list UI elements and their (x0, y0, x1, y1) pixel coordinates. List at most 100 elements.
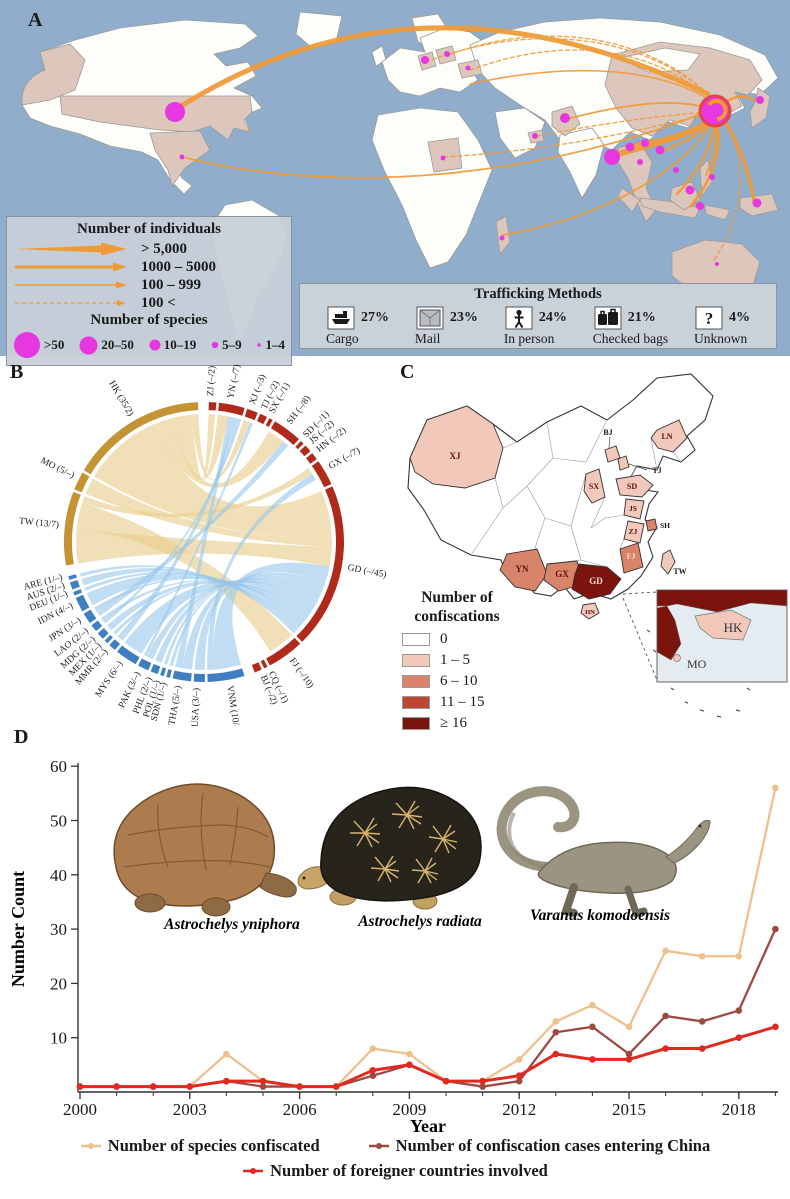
chord-arc-MDG (97, 627, 109, 639)
legend-swatch (402, 653, 430, 667)
y-tick-label: 50 (50, 812, 67, 831)
province-label-XJ: XJ (450, 451, 461, 461)
legend-class-row: ≥ 16 (402, 715, 552, 732)
province-JS (623, 498, 645, 520)
method-name: Checked bags (592, 331, 669, 346)
chord-ribbon-PHL-GD (155, 579, 320, 663)
species-name-komodoensis: Varanus komodoensis (530, 907, 670, 924)
inset-mainland-gd (656, 589, 788, 661)
chord-arc-THA (172, 670, 192, 682)
legend-foreign-countries: Number of foreigner countries involved (242, 1161, 548, 1181)
line-marker-icon (243, 1168, 264, 1174)
species-size-20-50: 20–50 (79, 336, 134, 355)
province-label-ZJ: ZJ (629, 527, 638, 536)
chord-ribbon-THA-YN (175, 416, 234, 669)
province-SD (615, 474, 654, 498)
series-point (625, 1023, 633, 1031)
x-tick-label: 2009 (392, 1100, 426, 1119)
chord-label-HK: HK (35/2) (106, 379, 136, 418)
chart-axes: 10 20 30 40 50 60 2000 2003 2006 2009 2012 2015 2018… (8, 757, 778, 1135)
x-tick-label: 2006 (283, 1100, 317, 1119)
y-tick-label: 40 (50, 866, 67, 885)
species-image-astrochelys-radiata (297, 786, 482, 910)
y-axis-label: Number Count (8, 871, 28, 987)
province-TJ (617, 455, 630, 471)
method-pct: 24% (538, 310, 567, 325)
chord-arc-HK (83, 402, 199, 475)
question-icon: ? (695, 306, 723, 330)
chord-arc-LAO (91, 620, 103, 632)
species-image-astrochelys-yniphora (113, 783, 297, 917)
chord-ribbon-LAO-GD (101, 580, 307, 621)
flow-arcs (175, 25, 759, 261)
province-GD (571, 563, 622, 600)
chord-diagram: ZJ (–/2) YN (–/7) XJ (–/3)TJ (–/2)SX (–/1)… (18, 363, 387, 726)
chord-ribbon-MYS-GD (124, 580, 317, 654)
method-name: In person (503, 331, 555, 346)
inset-hk-mo: HK MO (622, 589, 788, 718)
timeseries-chart: Astrochelys yniphora Astrochelys radiata… (8, 757, 779, 1135)
chord-arc-MEX (104, 635, 113, 644)
chord-ribbon-PAK-XJ (143, 422, 254, 657)
province-HN (580, 602, 600, 620)
series-point (625, 1050, 633, 1058)
species-legend-title: Number of species (90, 312, 208, 328)
method-pct: 21% (627, 310, 656, 325)
legend-row-1000-5000: 1000 – 5000 (13, 258, 285, 276)
province-label-GX: GX (555, 569, 569, 579)
chord-label-TW: TW (13/7) (18, 516, 59, 531)
series-point (589, 1023, 596, 1031)
chord-arc-VNM (207, 668, 245, 682)
chord-arc-SX (265, 418, 273, 427)
series-point (772, 1023, 779, 1031)
chord-arc-POL (160, 667, 167, 677)
method-pct: 27% (360, 310, 389, 325)
legend-label: 100 – 999 (141, 276, 201, 293)
chord-arc-JPN (83, 609, 97, 624)
series-point (479, 1083, 486, 1090)
legend-row-gt5000: > 5,000 (13, 240, 285, 258)
province-label-TW: TW (673, 567, 686, 576)
series-point (552, 1050, 560, 1058)
panel-a-label: A (28, 9, 43, 31)
legend-class-label: ≥ 16 (440, 714, 467, 731)
chord-arc-ARE (68, 574, 77, 580)
legend-label: 1000 – 5000 (141, 258, 216, 275)
circle-icon (14, 332, 40, 358)
species-size-legend: >50 20–50 10–19 5–9 1–4 (13, 331, 285, 359)
chord-arc-IDN (75, 594, 90, 612)
confiscations-legend-rows: 0 1 – 5 6 – 10 11 – 15 ≥ 16 (402, 631, 552, 732)
trafficking-methods-row: 27% Cargo 23% Mail 24% In person 21% Che… (300, 305, 776, 347)
series-point (369, 1045, 377, 1052)
inset-mo-label: MO (687, 657, 707, 671)
series-point (479, 1077, 486, 1085)
legend-label: > 5,000 (141, 240, 188, 257)
chord-arc-MMR (109, 639, 121, 651)
svg-text:?: ? (705, 309, 714, 328)
province-label-SD: SD (627, 482, 637, 491)
province-YN (499, 548, 548, 592)
x-tick-label: 2000 (63, 1100, 97, 1119)
chord-ribbon-THA-GD (181, 575, 324, 670)
method-checked-bags: 21% Checked bags (593, 305, 668, 347)
legend-class-label: 1 – 5 (440, 651, 470, 668)
series-point (772, 784, 779, 792)
series-point (515, 1077, 523, 1085)
species-dots (165, 51, 764, 266)
series-point (186, 1083, 194, 1090)
legend-swatch (402, 632, 430, 646)
province-SX (583, 468, 606, 504)
chord-label-VNM: VNM (10/–) (224, 685, 242, 726)
individuals-species-legend: Number of individuals > 5,000 1000 – 500… (6, 216, 292, 366)
inset-hongkong (694, 609, 752, 641)
legend-label: Number of species confiscated (107, 1136, 320, 1155)
y-tick-label: 60 (50, 757, 67, 776)
legend-label: Number of foreigner countries involved (270, 1161, 548, 1180)
chord-arc-TW (63, 491, 81, 566)
province-label-SX: SX (589, 482, 599, 491)
chord-ribbon-MDG-GD (106, 580, 309, 631)
series-point (442, 1077, 450, 1085)
chord-arc-SDN (166, 669, 172, 678)
chord-arc-BJ (251, 662, 262, 673)
x-tick-label: 2015 (612, 1100, 646, 1119)
